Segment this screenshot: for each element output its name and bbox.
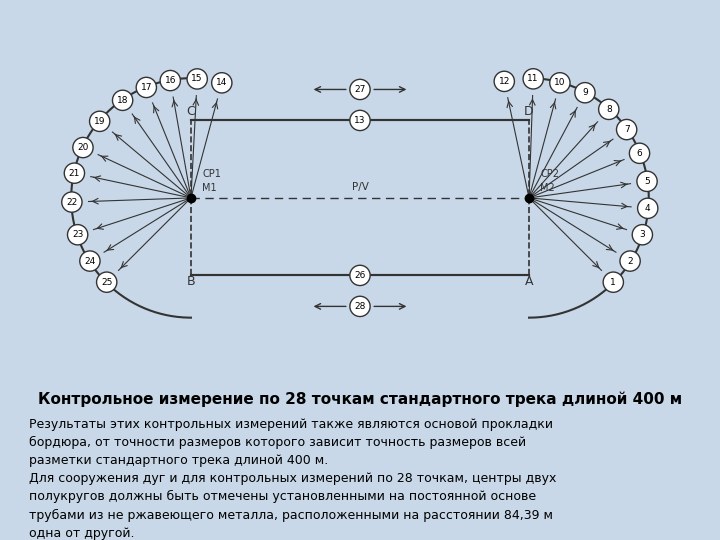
Circle shape [187, 69, 207, 89]
Circle shape [632, 225, 652, 245]
Circle shape [603, 272, 624, 292]
Text: 7: 7 [624, 125, 629, 134]
Text: 5: 5 [644, 177, 650, 186]
Text: Результаты этих контрольных измерений также являются основой прокладки
бордюра, : Результаты этих контрольных измерений та… [29, 418, 556, 539]
Circle shape [575, 83, 595, 103]
Circle shape [637, 171, 657, 192]
Circle shape [638, 198, 658, 219]
Circle shape [598, 99, 619, 119]
Text: 16: 16 [164, 76, 176, 85]
Text: D: D [524, 105, 534, 118]
Text: 4: 4 [645, 204, 651, 213]
Text: C: C [186, 105, 195, 118]
Text: 9: 9 [582, 88, 588, 97]
Circle shape [89, 111, 110, 131]
Text: P/V: P/V [351, 183, 369, 192]
Circle shape [620, 251, 640, 271]
Circle shape [96, 272, 117, 292]
Text: CP1
M1: CP1 M1 [202, 170, 221, 193]
Circle shape [350, 265, 370, 286]
Circle shape [550, 73, 570, 93]
Circle shape [616, 119, 636, 140]
Circle shape [212, 73, 232, 93]
Text: 3: 3 [639, 230, 645, 239]
Circle shape [136, 77, 156, 98]
Text: 20: 20 [77, 143, 89, 152]
Circle shape [350, 79, 370, 99]
Text: 10: 10 [554, 78, 566, 87]
Circle shape [73, 137, 93, 158]
Text: 8: 8 [606, 105, 612, 114]
Text: 17: 17 [140, 83, 152, 92]
Text: 1: 1 [611, 278, 616, 287]
Text: 25: 25 [101, 278, 112, 287]
Circle shape [68, 225, 88, 245]
Text: 18: 18 [117, 96, 128, 105]
Text: 22: 22 [66, 198, 78, 207]
Text: 27: 27 [354, 85, 366, 94]
Text: 12: 12 [498, 77, 510, 86]
Text: 2: 2 [627, 256, 633, 266]
Text: 26: 26 [354, 271, 366, 280]
Circle shape [629, 143, 649, 164]
Circle shape [160, 70, 181, 91]
Circle shape [350, 110, 370, 131]
Text: CP2
M2: CP2 M2 [540, 170, 559, 193]
Text: 11: 11 [528, 75, 539, 83]
Text: 28: 28 [354, 302, 366, 311]
Circle shape [523, 69, 544, 89]
Text: A: A [525, 275, 534, 288]
Text: 15: 15 [192, 75, 203, 84]
Text: Контрольное измерение по 28 точкам стандартного трека длиной 400 м: Контрольное измерение по 28 точкам станд… [38, 392, 682, 407]
Circle shape [112, 90, 132, 111]
Text: 14: 14 [216, 78, 228, 87]
Circle shape [494, 71, 514, 91]
Text: 19: 19 [94, 117, 105, 126]
Text: 24: 24 [84, 256, 96, 266]
Circle shape [64, 163, 84, 183]
Text: 23: 23 [72, 230, 84, 239]
Text: 6: 6 [636, 149, 642, 158]
Circle shape [80, 251, 100, 271]
Text: 21: 21 [68, 168, 80, 178]
Circle shape [62, 192, 82, 212]
Circle shape [350, 296, 370, 316]
Text: B: B [186, 275, 195, 288]
Text: 13: 13 [354, 116, 366, 125]
